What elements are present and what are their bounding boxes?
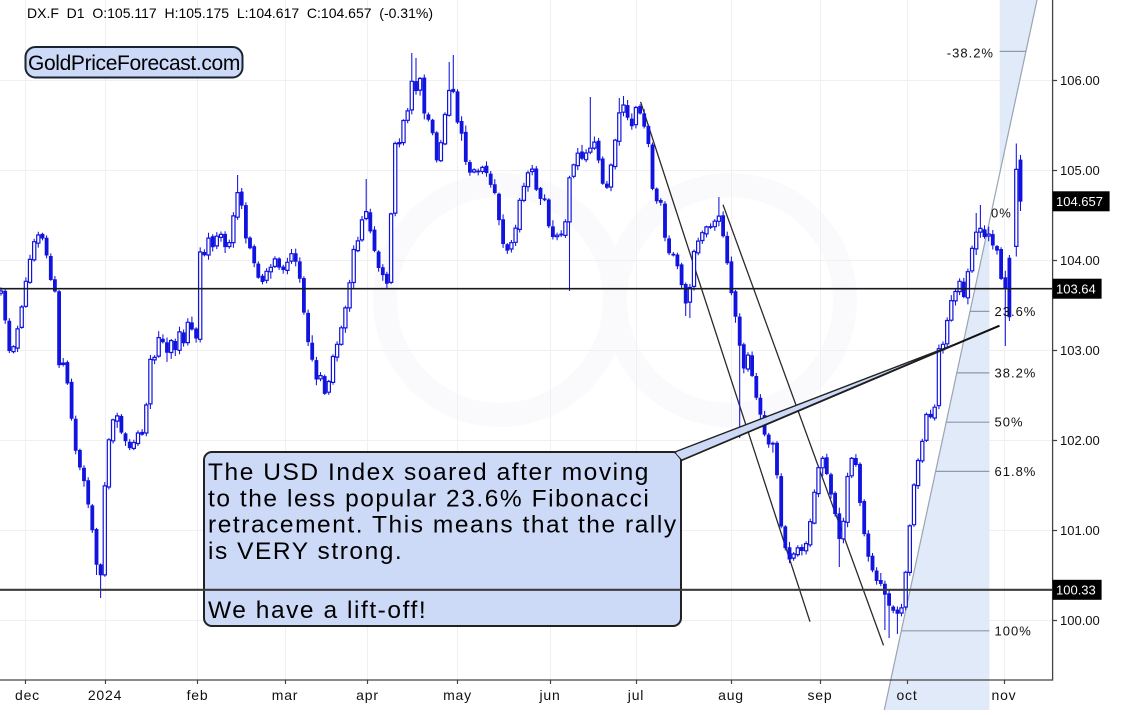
svg-text:102.00: 102.00 (1060, 433, 1100, 448)
svg-text:feb: feb (187, 687, 209, 703)
svg-text:103.00: 103.00 (1060, 343, 1100, 358)
svg-text:61.8%: 61.8% (995, 464, 1037, 479)
svg-text:104.00: 104.00 (1060, 253, 1100, 268)
svg-text:We have a lift-off!: We have a lift-off! (208, 597, 427, 624)
svg-text:105.00: 105.00 (1060, 163, 1100, 178)
svg-text:dec: dec (15, 687, 40, 703)
svg-text:to the less popular 23.6% Fibo: to the less popular 23.6% Fibonacci (208, 485, 650, 512)
svg-text:2024: 2024 (88, 687, 122, 703)
svg-text:The USD Index soared after mov: The USD Index soared after moving (208, 459, 650, 486)
svg-text:aug: aug (718, 687, 744, 703)
svg-text:jul: jul (627, 687, 644, 703)
svg-text:23.6%: 23.6% (995, 304, 1037, 319)
svg-text:100.33: 100.33 (1056, 583, 1096, 598)
svg-text:38.2%: 38.2% (995, 365, 1037, 380)
svg-text:nov: nov (992, 687, 1017, 703)
svg-text:106.00: 106.00 (1060, 73, 1100, 88)
svg-text:101.00: 101.00 (1060, 523, 1100, 538)
svg-text:104.657: 104.657 (1056, 194, 1103, 209)
svg-text:103.64: 103.64 (1056, 282, 1096, 297)
svg-text:100.00: 100.00 (1060, 613, 1100, 628)
svg-text:may: may (443, 687, 472, 703)
svg-text:jun: jun (538, 687, 560, 703)
svg-text:0%: 0% (991, 206, 1012, 221)
svg-text:50%: 50% (995, 415, 1024, 430)
svg-text:-38.2%: -38.2% (947, 45, 994, 60)
svg-text:apr: apr (356, 687, 379, 703)
svg-text:oct: oct (896, 687, 917, 703)
svg-text:DX.F D1 O:105.117 H:105.175: DX.F D1 O:105.117 H:105.175 L:104.617 C:… (27, 5, 433, 21)
svg-text:GoldPriceForecast.com: GoldPriceForecast.com (28, 52, 240, 75)
svg-text:retracement. This means that t: retracement. This means that the rally (208, 512, 678, 539)
svg-text:sep: sep (808, 687, 833, 703)
svg-text:100%: 100% (995, 623, 1032, 638)
svg-text:is VERY strong.: is VERY strong. (208, 538, 403, 565)
svg-text:mar: mar (272, 687, 299, 703)
